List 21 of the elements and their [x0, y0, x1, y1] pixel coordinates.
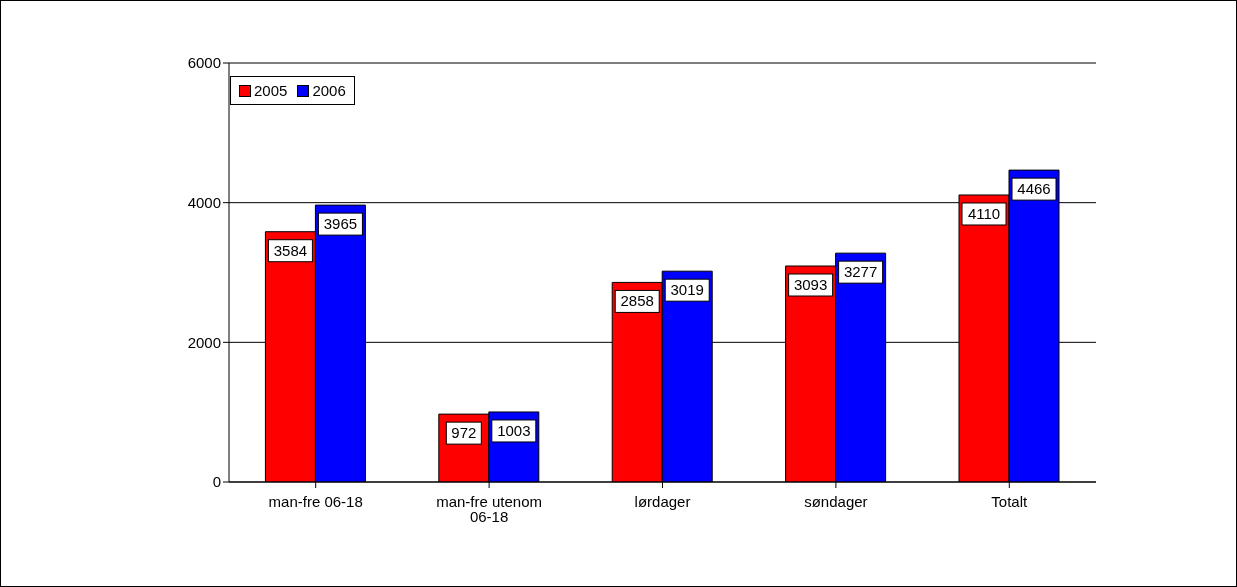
data-label: 1003 [497, 421, 531, 439]
data-label: 3277 [843, 263, 878, 281]
legend-label: 2005 [253, 82, 288, 99]
data-label: 3093 [793, 276, 828, 294]
y-tick-label: 6000 [187, 54, 221, 72]
x-tick-label: man-fre 06-18 [268, 492, 363, 510]
x-tick-label: Totalt [991, 492, 1029, 510]
y-tick-label: 2000 [187, 333, 221, 351]
data-label: 3019 [670, 281, 704, 299]
data-label: 4466 [1017, 180, 1051, 198]
data-label: 3584 [273, 241, 308, 259]
y-tick-label: 4000 [187, 193, 221, 211]
data-label: 4110 [967, 204, 1001, 222]
data-label: 2858 [620, 292, 654, 310]
x-tick-label: søndager [804, 492, 868, 510]
x-tick-label: man-fre utenom 06-18 [436, 492, 543, 525]
legend-label: 2006 [311, 82, 346, 99]
x-tick-label: lørdager [634, 492, 691, 510]
y-tick-label: 0 [212, 473, 221, 491]
data-label: 3965 [323, 215, 358, 233]
data-label: 972 [451, 424, 477, 442]
